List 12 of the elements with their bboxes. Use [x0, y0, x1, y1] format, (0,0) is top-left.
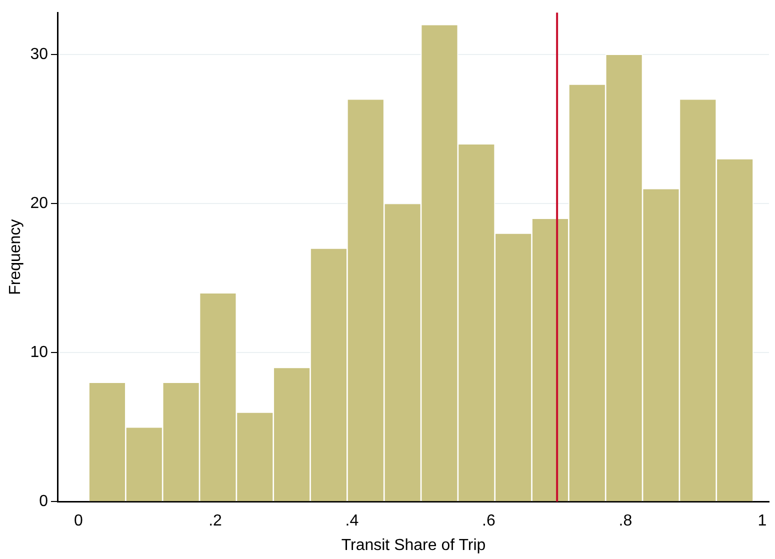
- x-tick-label: .6: [482, 512, 496, 530]
- x-axis-title: Transit Share of Trip: [341, 536, 486, 554]
- y-tick-label: 30: [30, 46, 48, 63]
- x-tick-label: 0: [74, 512, 84, 530]
- y-tick-label: 20: [30, 194, 48, 212]
- x-tick-label: 1: [758, 512, 767, 530]
- y-axis-title: Frequency: [7, 219, 24, 295]
- x-tick-label: .8: [618, 512, 632, 530]
- x-tick-label: .4: [345, 512, 359, 530]
- x-tick-label: .2: [208, 512, 222, 530]
- y-tick-label: 0: [39, 493, 48, 510]
- y-tick-label: 10: [30, 344, 48, 361]
